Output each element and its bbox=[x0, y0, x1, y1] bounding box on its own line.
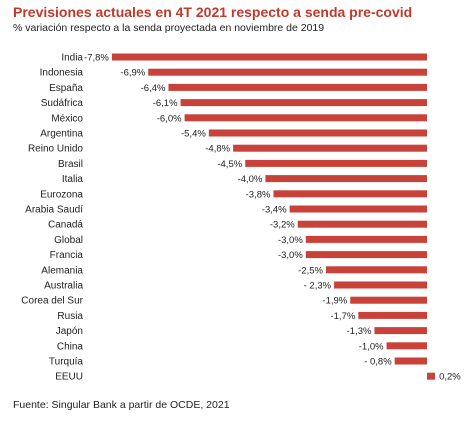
bar bbox=[374, 327, 427, 335]
bar bbox=[273, 190, 427, 198]
value-label: -6,4% bbox=[141, 83, 166, 94]
value-label: -2,5% bbox=[298, 265, 323, 276]
category-label: Italia bbox=[62, 174, 84, 185]
category-label: Australia bbox=[44, 281, 83, 292]
category-label: Sudáfrica bbox=[41, 98, 84, 109]
category-label: Indonesia bbox=[40, 68, 84, 79]
category-label: México bbox=[51, 113, 83, 124]
category-label: Japón bbox=[56, 326, 83, 337]
bar bbox=[358, 311, 427, 319]
value-label: -4,5% bbox=[217, 159, 242, 170]
value-label: -3,2% bbox=[270, 220, 295, 231]
bar bbox=[350, 296, 427, 304]
value-label: -1,3% bbox=[347, 326, 372, 337]
bar bbox=[386, 342, 427, 350]
value-label: -3,0% bbox=[278, 250, 303, 261]
bar bbox=[326, 266, 427, 274]
bar bbox=[334, 281, 427, 289]
category-label: Argentina bbox=[40, 129, 83, 140]
value-label: -3,4% bbox=[262, 205, 287, 216]
bar bbox=[208, 129, 427, 137]
value-label: - 0,8% bbox=[364, 357, 392, 368]
value-label: -3,8% bbox=[246, 189, 271, 200]
category-label: Reino Unido bbox=[28, 144, 83, 155]
value-label: -6,9% bbox=[120, 68, 145, 79]
bar bbox=[289, 205, 427, 213]
bar bbox=[297, 220, 427, 228]
category-label: Brasil bbox=[58, 159, 83, 170]
chart-source: Fuente: Singular Bank a partir de OCDE, … bbox=[13, 399, 230, 411]
bar bbox=[180, 99, 427, 107]
value-label: - 2,3% bbox=[304, 281, 332, 292]
category-label: España bbox=[49, 83, 83, 94]
category-label: Eurozona bbox=[40, 189, 83, 200]
value-label: -1,7% bbox=[330, 311, 355, 322]
value-label: -1,9% bbox=[322, 296, 347, 307]
value-label: -1,0% bbox=[359, 341, 384, 352]
category-label: Turquía bbox=[49, 357, 84, 368]
value-label: 0,2% bbox=[439, 372, 461, 383]
category-label: Global bbox=[54, 235, 83, 246]
bar bbox=[233, 144, 427, 152]
chart-title: Previsiones actuales en 4T 2021 respecto… bbox=[13, 4, 413, 20]
category-label: Alemania bbox=[41, 265, 83, 276]
category-label: Rusia bbox=[57, 311, 83, 322]
bar bbox=[245, 159, 427, 167]
value-label: -5,4% bbox=[181, 129, 206, 140]
category-label: India bbox=[61, 53, 83, 64]
value-label: -4,8% bbox=[205, 144, 230, 155]
bar bbox=[265, 175, 427, 183]
chart-subtitle: % variación respecto a la senda proyecta… bbox=[13, 22, 325, 34]
category-label: Francia bbox=[50, 250, 84, 261]
category-label: EEUU bbox=[55, 372, 83, 383]
category-label: Canadá bbox=[48, 220, 83, 231]
value-label: -7,8% bbox=[84, 53, 109, 64]
value-label: -6,0% bbox=[157, 113, 182, 124]
bar bbox=[305, 251, 427, 259]
bar bbox=[111, 53, 427, 61]
bar bbox=[148, 68, 428, 76]
category-label: China bbox=[57, 341, 84, 352]
value-label: -3,0% bbox=[278, 235, 303, 246]
bar bbox=[168, 83, 427, 91]
category-label: Arabia Saudí bbox=[25, 205, 83, 216]
category-label: Corea del Sur bbox=[21, 296, 83, 307]
value-label: -6,1% bbox=[153, 98, 178, 109]
bar bbox=[427, 372, 436, 380]
bar bbox=[184, 114, 427, 122]
bar bbox=[305, 235, 427, 243]
value-label: -4,0% bbox=[238, 174, 263, 185]
bar bbox=[394, 357, 427, 365]
